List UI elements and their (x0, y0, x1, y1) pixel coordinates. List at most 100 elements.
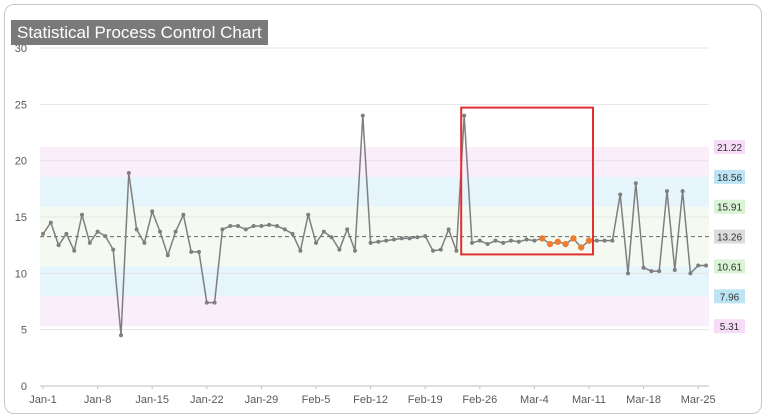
data-point (353, 248, 357, 253)
y-tick-label: 10 (15, 268, 27, 280)
data-point (181, 212, 186, 217)
data-point (259, 224, 264, 229)
data-point (509, 238, 513, 243)
highlight-region (460, 106, 595, 256)
limit-label-box (714, 139, 745, 154)
data-point (87, 240, 92, 245)
data-point (314, 240, 318, 245)
control-limit-labels: 21.22 18.56 15.91 13.26 10.61 7.96 5.31 (714, 139, 745, 334)
data-point (267, 222, 272, 227)
data-point (220, 227, 225, 232)
data-point (672, 267, 677, 272)
data-point (532, 238, 537, 243)
y-tick-label: 30 (15, 43, 27, 55)
data-point (602, 238, 607, 243)
data-point (80, 212, 84, 217)
data-point (704, 263, 708, 268)
data-point (376, 239, 381, 244)
data-point (407, 236, 412, 241)
data-point (189, 249, 194, 254)
data-point (41, 231, 45, 236)
data-point (165, 253, 170, 258)
data-point (688, 271, 693, 276)
data-point (142, 240, 147, 245)
data-point (126, 171, 131, 176)
limit-label: 15.91 (717, 203, 742, 214)
control-zone-band (40, 176, 709, 207)
data-point (665, 189, 669, 194)
data-point (485, 242, 490, 247)
highlighted-point (570, 235, 577, 242)
data-point (633, 181, 638, 186)
data-point (111, 247, 116, 252)
data-point (134, 227, 139, 232)
data-point (64, 231, 69, 236)
x-tick-label: Jan-22 (190, 394, 224, 406)
data-series (41, 113, 708, 338)
x-axis: Jan-1 Jan-8 Jan-15 Jan-22 Jan-29 Feb-5 Feb-12 F… (29, 386, 716, 406)
x-tick-label: Feb-19 (408, 394, 443, 406)
data-point (360, 113, 365, 118)
data-point (641, 265, 646, 270)
data-point (103, 234, 108, 239)
data-point (618, 192, 623, 197)
limit-label: 5.31 (720, 322, 740, 333)
x-tick-label: Mar-25 (681, 394, 716, 406)
highlighted-point (562, 240, 569, 248)
x-tick-label: Jan-1 (29, 394, 57, 406)
data-point (524, 237, 529, 242)
limit-label-box (714, 259, 745, 274)
data-point (696, 263, 701, 268)
data-point (345, 227, 350, 232)
data-point (251, 224, 256, 229)
data-point (594, 238, 599, 243)
data-point (438, 247, 443, 252)
data-point (197, 249, 201, 254)
x-tick-label: Feb-5 (302, 394, 331, 406)
limit-label: 13.26 (717, 233, 742, 244)
data-point (399, 236, 404, 241)
y-tick-label: 5 (21, 325, 27, 337)
limit-label: 7.96 (720, 292, 740, 303)
data-point (158, 229, 162, 234)
x-tick-label: Feb-12 (353, 394, 388, 406)
x-tick-label: Jan-8 (84, 394, 112, 406)
limit-label-box (714, 199, 745, 214)
data-point (516, 239, 521, 244)
limit-label: 18.56 (717, 173, 742, 184)
limit-label-box (714, 289, 745, 304)
data-point (454, 248, 459, 253)
control-zone-band (40, 266, 709, 297)
chart-frame: Statistical Process Control Chart 0 5 10 15… (4, 4, 762, 414)
chart-title: Statistical Process Control Chart (11, 20, 268, 45)
data-point (290, 231, 295, 236)
limit-label: 21.22 (717, 143, 742, 154)
data-point (423, 234, 428, 239)
data-point (392, 237, 396, 242)
data-point (680, 189, 685, 194)
highlighted-point (554, 238, 561, 245)
data-point (329, 235, 334, 240)
data-point (493, 238, 498, 243)
data-point (368, 240, 373, 245)
control-zone-band (40, 146, 709, 177)
highlight-box (460, 106, 595, 256)
data-point (446, 227, 451, 232)
highlighted-point (546, 240, 554, 248)
limit-label: 10.61 (717, 262, 742, 273)
limit-label-box (714, 319, 745, 334)
y-tick-label: 25 (15, 99, 27, 111)
data-point (173, 229, 178, 234)
data-point (95, 229, 100, 234)
x-tick-label: Mar-11 (572, 394, 606, 406)
control-zone-band (40, 296, 709, 327)
data-point (228, 224, 233, 229)
highlighted-point (585, 237, 593, 244)
data-point (298, 248, 303, 253)
data-point (384, 238, 389, 243)
limit-label-box (714, 169, 745, 184)
data-point (462, 113, 467, 118)
data-point (275, 224, 279, 229)
data-point (431, 248, 435, 253)
y-tick-label: 0 (21, 381, 27, 393)
